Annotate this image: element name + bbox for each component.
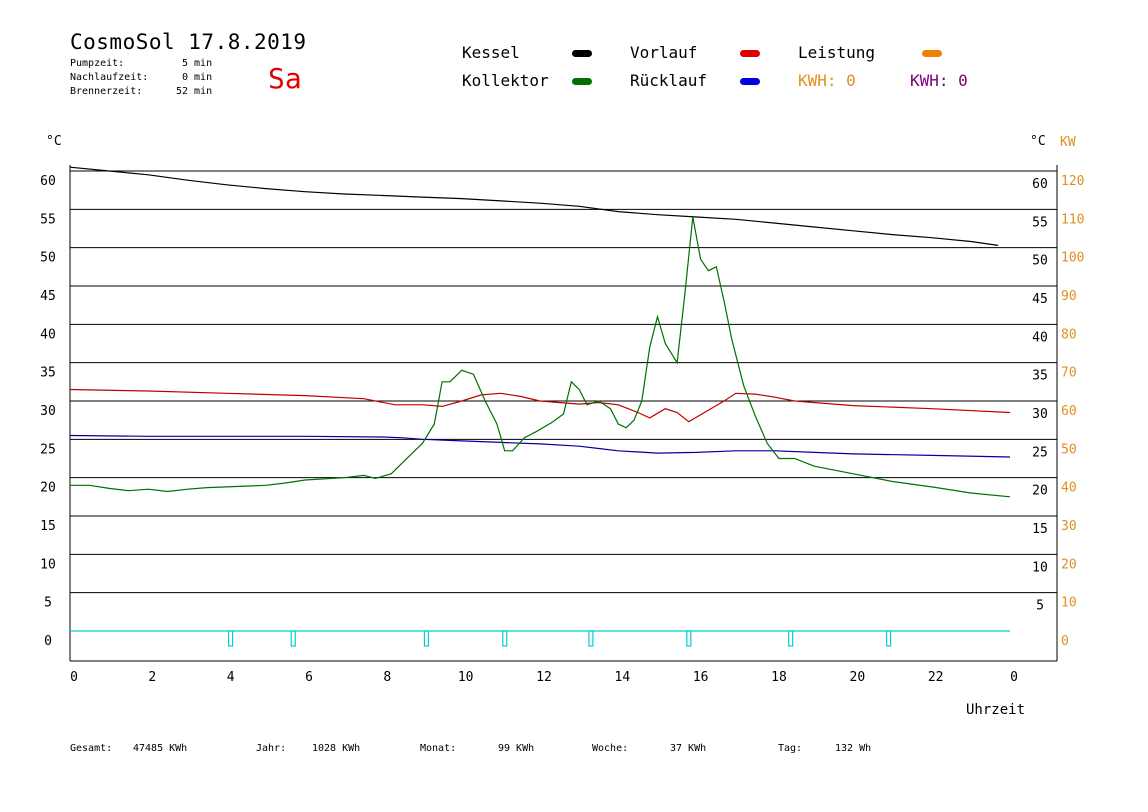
x-tick-label: 18 bbox=[771, 670, 787, 685]
y-left-tick-label: 50 bbox=[40, 251, 56, 266]
y-right-c-tick-label: 15 bbox=[1032, 522, 1048, 537]
x-tick-label: 8 bbox=[383, 670, 391, 685]
pump-pulse bbox=[686, 630, 692, 647]
y-right-kw-tick-label: 50 bbox=[1061, 442, 1077, 457]
y-right-c-tick-label: 55 bbox=[1032, 215, 1048, 230]
y-left-tick-label: 55 bbox=[40, 212, 56, 227]
x-tick-label: 6 bbox=[305, 670, 313, 685]
footer-jahr-label: Jahr: bbox=[256, 743, 287, 754]
day-label: Sa bbox=[268, 62, 302, 95]
footer-jahr-value: 1028 KWh bbox=[312, 743, 361, 754]
y-right-c-tick-label: 30 bbox=[1032, 407, 1048, 422]
x-tick-label: 12 bbox=[536, 670, 552, 685]
y-left-tick-label: 15 bbox=[40, 519, 56, 534]
pump-pulse bbox=[588, 630, 594, 647]
legend-leistung-swatch bbox=[922, 50, 942, 57]
pump-pulse bbox=[502, 630, 508, 647]
footer-gesamt-label: Gesamt: bbox=[70, 743, 113, 754]
chart-title: CosmoSol 17.8.2019 bbox=[70, 30, 307, 54]
legend-kessel-label: Kessel bbox=[462, 43, 520, 62]
y-left-tick-label: 30 bbox=[40, 404, 56, 419]
y-right-c-tick-label: 60 bbox=[1032, 177, 1048, 192]
pump-pulse bbox=[788, 630, 794, 647]
footer-tag-label: Tag: bbox=[778, 743, 803, 754]
pump-pulse bbox=[423, 630, 430, 647]
y-left-tick-label: 20 bbox=[40, 481, 56, 496]
y-left-tick-label: 35 bbox=[40, 366, 56, 381]
y-right-c-tick-label: 5 bbox=[1036, 599, 1044, 614]
y-right-kw-tick-label: 0 bbox=[1061, 634, 1069, 649]
y-left-unit: °C bbox=[46, 134, 62, 149]
x-tick-label: 14 bbox=[615, 670, 631, 685]
stat-brennerzeit-label: Brennerzeit: bbox=[70, 86, 143, 97]
y-right-kw-tick-label: 110 bbox=[1061, 212, 1084, 227]
y-left-tick-label: 5 bbox=[44, 596, 52, 611]
y-right-c-tick-label: 10 bbox=[1032, 560, 1048, 575]
y-right-kw-tick-label: 80 bbox=[1061, 327, 1077, 342]
y-right-unit-c: °C bbox=[1030, 134, 1046, 149]
footer-woche-label: Woche: bbox=[592, 743, 629, 754]
x-tick-label: 4 bbox=[227, 670, 235, 685]
y-right-kw-tick-label: 10 bbox=[1061, 596, 1077, 611]
footer-tag-value: 132 Wh bbox=[835, 743, 872, 754]
y-right-c-tick-label: 40 bbox=[1032, 330, 1048, 345]
legend-ruecklauf-label: Rücklauf bbox=[630, 71, 708, 90]
legend-leistung-label: Leistung bbox=[798, 43, 876, 62]
y-right-kw-tick-label: 120 bbox=[1061, 174, 1084, 189]
legend-kessel-swatch bbox=[572, 50, 592, 57]
legend-vorlauf-label: Vorlauf bbox=[630, 43, 698, 62]
y-left-tick-label: 10 bbox=[40, 557, 56, 572]
x-tick-label: 20 bbox=[850, 670, 866, 685]
x-axis-label: Uhrzeit bbox=[966, 702, 1026, 718]
legend-ruecklauf-swatch bbox=[740, 78, 760, 85]
stat-nachlaufzeit-label: Nachlaufzeit: bbox=[70, 72, 149, 83]
y-right-kw-tick-label: 40 bbox=[1061, 481, 1077, 496]
legend-kollektor-swatch bbox=[572, 78, 592, 85]
footer-gesamt-value: 47485 KWh bbox=[133, 743, 188, 754]
series-line-rcklauf bbox=[69, 434, 1011, 458]
series-line-kollektor bbox=[70, 216, 1011, 498]
y-right-kw-tick-label: 60 bbox=[1061, 404, 1077, 419]
y-left-tick-label: 45 bbox=[40, 289, 56, 304]
y-right-c-tick-label: 25 bbox=[1032, 445, 1048, 460]
footer-woche-value: 37 KWh bbox=[670, 743, 707, 754]
legend-vorlauf-swatch bbox=[740, 50, 760, 57]
y-left-tick-label: 60 bbox=[40, 174, 56, 189]
series-line-vorlauf bbox=[69, 388, 1011, 423]
y-right-kw-tick-label: 90 bbox=[1061, 289, 1077, 304]
pump-pulse bbox=[885, 630, 892, 647]
y-right-c-tick-label: 20 bbox=[1032, 484, 1048, 499]
footer-monat-label: Monat: bbox=[420, 743, 457, 754]
x-tick-label: 0 bbox=[70, 670, 78, 685]
y-right-c-tick-label: 35 bbox=[1032, 369, 1048, 384]
y-right-kw-tick-label: 30 bbox=[1061, 519, 1077, 534]
y-right-kw-tick-label: 70 bbox=[1061, 366, 1077, 381]
y-right-c-tick-label: 45 bbox=[1032, 292, 1048, 307]
footer-monat-value: 99 KWh bbox=[498, 743, 535, 754]
y-right-unit-kw: KW bbox=[1060, 135, 1076, 150]
x-tick-label: 16 bbox=[693, 670, 709, 685]
stat-nachlaufzeit-value: 0 min bbox=[182, 72, 213, 83]
x-tick-label: 0 bbox=[1010, 670, 1018, 685]
x-tick-label: 22 bbox=[928, 670, 944, 685]
pump-pulse bbox=[227, 630, 234, 647]
legend-kwh-2: KWH: 0 bbox=[910, 71, 968, 90]
y-right-kw-tick-label: 100 bbox=[1061, 251, 1084, 266]
y-left-tick-label: 25 bbox=[40, 442, 56, 457]
legend-kollektor-label: Kollektor bbox=[462, 71, 549, 90]
y-left-tick-label: 40 bbox=[40, 327, 56, 342]
stat-pumpzeit-value: 5 min bbox=[182, 58, 213, 69]
stat-brennerzeit-value: 52 min bbox=[176, 86, 213, 97]
stat-pumpzeit-label: Pumpzeit: bbox=[70, 58, 125, 69]
y-right-c-tick-label: 50 bbox=[1032, 254, 1048, 269]
y-right-kw-tick-label: 20 bbox=[1061, 557, 1077, 572]
series-line-kessel bbox=[69, 166, 999, 246]
x-tick-label: 2 bbox=[148, 670, 156, 685]
pump-pulse bbox=[290, 630, 296, 647]
x-tick-label: 10 bbox=[458, 670, 474, 685]
legend-kwh-1: KWH: 0 bbox=[798, 71, 856, 90]
y-left-tick-label: 0 bbox=[44, 634, 52, 649]
